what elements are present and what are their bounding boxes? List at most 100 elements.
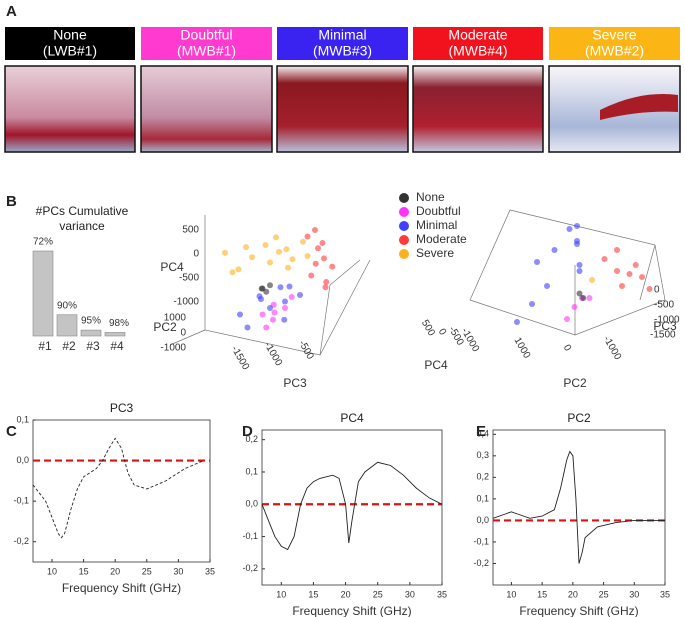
data-point	[586, 295, 593, 301]
data-point	[276, 248, 282, 255]
y-tick-label: -0,1	[13, 496, 29, 506]
y-tick-label: 0,0	[476, 515, 489, 525]
legend-label: Severe	[416, 246, 454, 260]
x-tick-label: 15	[79, 566, 89, 576]
axis-line	[204, 215, 371, 356]
chart-title: PC3	[110, 401, 134, 415]
data-point	[329, 263, 336, 270]
data-point	[323, 279, 330, 285]
x-tick-label: 20	[110, 566, 120, 576]
data-point	[321, 255, 327, 262]
y-tick-label: 0,2	[476, 472, 489, 482]
data-point	[300, 238, 306, 245]
stage-header	[5, 27, 135, 60]
data-point	[308, 272, 315, 279]
data-point	[235, 266, 242, 273]
legend-label: Moderate	[416, 232, 467, 246]
x-tick-label: 10	[47, 566, 57, 576]
x-axis-label: Frequency Shift (GHz)	[292, 604, 411, 617]
tick-label: -1000	[262, 340, 285, 368]
y-tick-label: 0,1	[476, 493, 489, 503]
stage-label: Moderate	[448, 27, 507, 43]
data-point	[632, 262, 639, 268]
x-tick-label: 15	[537, 589, 547, 599]
data-point	[564, 316, 570, 322]
y-tick-label: 0,4	[476, 429, 489, 439]
axis-line	[169, 329, 206, 346]
data-point	[244, 324, 251, 331]
data-line	[261, 461, 443, 551]
data-point	[589, 277, 595, 283]
x-tick-label: 20	[341, 589, 351, 599]
x-tick-label: 35	[660, 589, 670, 599]
chart-title: PC2	[567, 411, 591, 425]
histology-image	[4, 65, 136, 153]
category-label: #3	[86, 339, 100, 353]
value-label: 72%	[33, 237, 53, 248]
data-point	[614, 268, 620, 274]
y-tick-label: 0,3	[476, 450, 489, 460]
tick-label: -1000	[173, 297, 199, 308]
tick-label: 1000	[164, 313, 187, 324]
x-tick-label: 35	[437, 589, 447, 599]
panel-label: B	[6, 193, 17, 210]
axis-line	[319, 259, 361, 356]
data-point	[529, 301, 535, 307]
axis-label: PC3	[653, 319, 677, 333]
x-tick-label: 30	[629, 589, 639, 599]
y-tick-label: -0,2	[13, 536, 29, 546]
panel-label: D	[242, 423, 253, 440]
axis-line	[639, 244, 656, 301]
data-point	[282, 305, 288, 311]
data-point	[262, 242, 269, 249]
data-point	[258, 285, 265, 292]
data-point	[237, 311, 243, 318]
tick-label: -1000	[601, 334, 624, 362]
data-point	[319, 240, 326, 246]
bar	[104, 332, 126, 337]
data-point	[315, 245, 321, 252]
data-line	[32, 437, 204, 539]
panel-label: E	[476, 423, 486, 440]
y-tick-label: -0,1	[473, 536, 489, 546]
tick-label: 0	[654, 285, 660, 296]
data-point	[551, 247, 558, 253]
y-tick-label: -0,1	[242, 531, 258, 541]
stage-sublabel: (LWB#1)	[43, 43, 97, 59]
data-point	[534, 259, 540, 265]
y-tick-label: 0,1	[16, 414, 29, 424]
x-axis-label: Frequency Shift (GHz)	[519, 604, 638, 617]
plot-frame	[492, 429, 666, 586]
stage-header	[277, 27, 408, 60]
y-tick-label: 0,0	[245, 499, 258, 509]
histology-image	[412, 65, 544, 153]
value-label: 90%	[57, 300, 77, 311]
data-point	[312, 260, 319, 267]
data-point	[243, 244, 249, 251]
data-point	[267, 282, 273, 289]
value-label: 95%	[81, 316, 101, 327]
data-point	[304, 253, 311, 259]
data-point	[614, 247, 620, 253]
data-point	[514, 319, 520, 325]
y-tick-label: 0,1	[245, 466, 258, 476]
data-point	[639, 274, 645, 280]
tick-label: -1000	[160, 343, 186, 354]
x-axis-label: Frequency Shift (GHz)	[62, 581, 181, 595]
tick-label: 1000	[512, 336, 533, 361]
data-point	[267, 305, 273, 311]
legend-label: Minimal	[416, 218, 457, 232]
x-tick-label: 25	[599, 589, 609, 599]
axis-label: PC4	[160, 260, 184, 274]
legend-marker	[399, 235, 409, 245]
data-point	[222, 249, 228, 256]
legend-marker	[399, 249, 409, 259]
histology-image	[140, 65, 273, 153]
data-point	[322, 284, 329, 291]
data-point	[259, 311, 266, 318]
data-point	[283, 246, 290, 253]
bar	[80, 329, 102, 337]
x-tick-label: 25	[373, 589, 383, 599]
data-point	[267, 259, 273, 266]
tick-label: -1500	[229, 344, 252, 372]
